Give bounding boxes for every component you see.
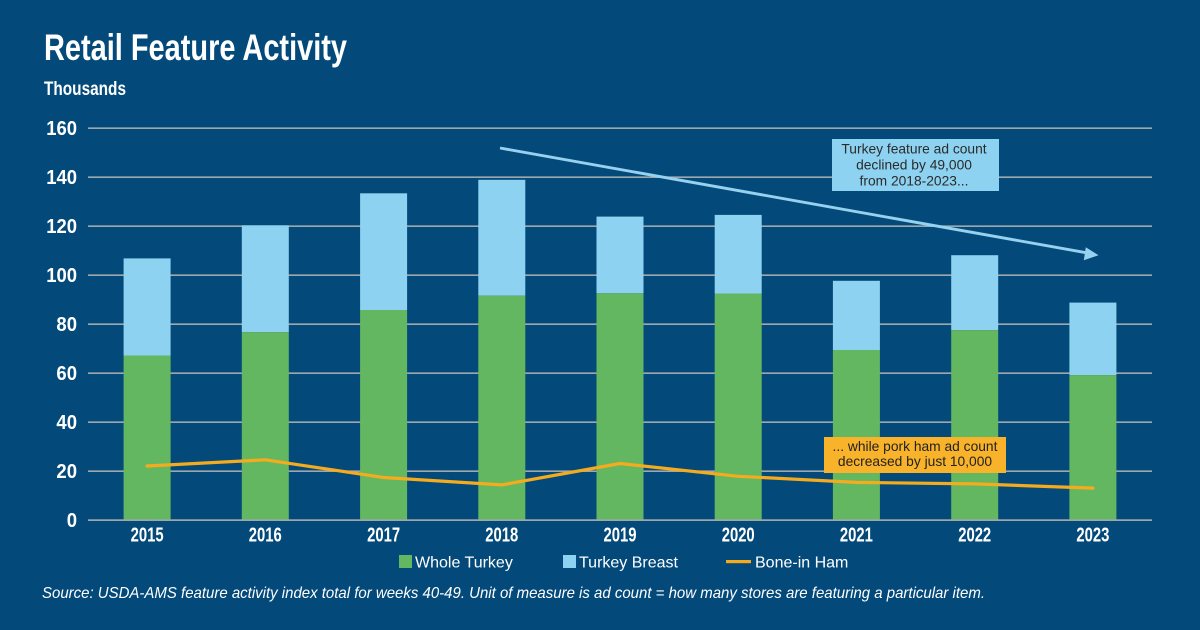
svg-text:2017: 2017 [367,525,400,547]
svg-text:2021: 2021 [840,525,873,547]
svg-text:declined by 49,000: declined by 49,000 [856,157,972,172]
svg-text:140: 140 [46,167,77,189]
svg-text:0: 0 [67,510,77,532]
svg-text:Whole Turkey: Whole Turkey [415,555,513,572]
svg-text:from 2018-2023...: from 2018-2023... [860,173,969,188]
svg-text:20: 20 [56,461,77,483]
svg-text:... while pork ham ad count: ... while pork ham ad count [833,439,998,454]
svg-text:Source: USDA-AMS feature activ: Source: USDA-AMS feature activity index … [42,585,985,602]
svg-text:2015: 2015 [131,525,164,547]
svg-text:40: 40 [56,412,77,434]
svg-text:Turkey feature ad count: Turkey feature ad count [841,141,986,156]
svg-text:Bone-in Ham: Bone-in Ham [755,555,848,572]
svg-text:120: 120 [46,216,77,238]
svg-text:2022: 2022 [958,525,991,547]
svg-text:100: 100 [46,265,77,287]
svg-text:Retail Feature Activity: Retail Feature Activity [44,27,347,68]
svg-text:80: 80 [56,314,77,336]
svg-text:Turkey Breast: Turkey Breast [579,555,679,572]
svg-text:2019: 2019 [604,525,637,547]
svg-text:160: 160 [46,118,77,140]
svg-text:decreased by just 10,000: decreased by just 10,000 [838,454,992,469]
svg-text:Thousands: Thousands [44,79,126,100]
svg-text:2018: 2018 [485,525,518,547]
svg-text:60: 60 [56,363,77,385]
svg-text:2016: 2016 [249,525,282,547]
svg-text:2020: 2020 [722,525,755,547]
svg-text:2023: 2023 [1076,525,1109,547]
